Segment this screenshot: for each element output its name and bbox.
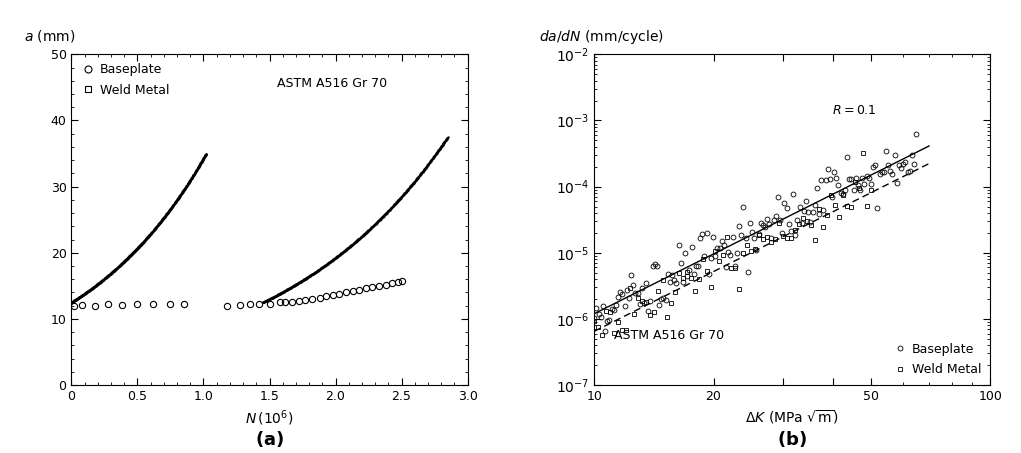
Line: Baseplate: Baseplate bbox=[592, 132, 919, 333]
Weld Metal bbox=[829, 202, 841, 208]
Baseplate bbox=[718, 243, 730, 248]
Text: ASTM A516 Gr 70: ASTM A516 Gr 70 bbox=[278, 77, 388, 91]
Baseplate bbox=[772, 194, 784, 199]
X-axis label: $\Delta K$ (MPa $\sqrt{\rm{m}}$): $\Delta K$ (MPa $\sqrt{\rm{m}}$) bbox=[745, 409, 839, 426]
Text: $a$ (mm): $a$ (mm) bbox=[23, 28, 76, 44]
Baseplate bbox=[759, 224, 771, 230]
Weld Metal bbox=[588, 318, 600, 323]
Text: $\bf{(a)}$: $\bf{(a)}$ bbox=[255, 429, 284, 448]
Text: $da/dN$ (mm/cycle): $da/dN$ (mm/cycle) bbox=[539, 28, 664, 46]
Legend: Baseplate, Weld Metal: Baseplate, Weld Metal bbox=[78, 61, 173, 99]
Weld Metal bbox=[657, 278, 669, 283]
Text: ASTM A516 Gr 70: ASTM A516 Gr 70 bbox=[614, 329, 724, 342]
Weld Metal bbox=[628, 311, 640, 316]
Weld Metal bbox=[677, 275, 689, 281]
Baseplate bbox=[599, 328, 612, 334]
Weld Metal bbox=[865, 188, 877, 193]
Weld Metal bbox=[857, 150, 869, 156]
Weld Metal bbox=[596, 333, 609, 338]
Baseplate bbox=[696, 231, 709, 237]
Baseplate bbox=[910, 131, 922, 137]
X-axis label: $N\,(10^6)$: $N\,(10^6)$ bbox=[245, 409, 294, 428]
Baseplate bbox=[857, 176, 869, 181]
Text: $R = 0.1$: $R = 0.1$ bbox=[832, 104, 877, 117]
Text: $\bf{(b)}$: $\bf{(b)}$ bbox=[777, 429, 808, 448]
Line: Weld Metal: Weld Metal bbox=[592, 151, 874, 337]
Weld Metal bbox=[709, 248, 721, 253]
Baseplate bbox=[588, 315, 600, 320]
Legend: Baseplate, Weld Metal: Baseplate, Weld Metal bbox=[889, 340, 984, 379]
Weld Metal bbox=[744, 248, 757, 254]
Baseplate bbox=[813, 212, 825, 217]
